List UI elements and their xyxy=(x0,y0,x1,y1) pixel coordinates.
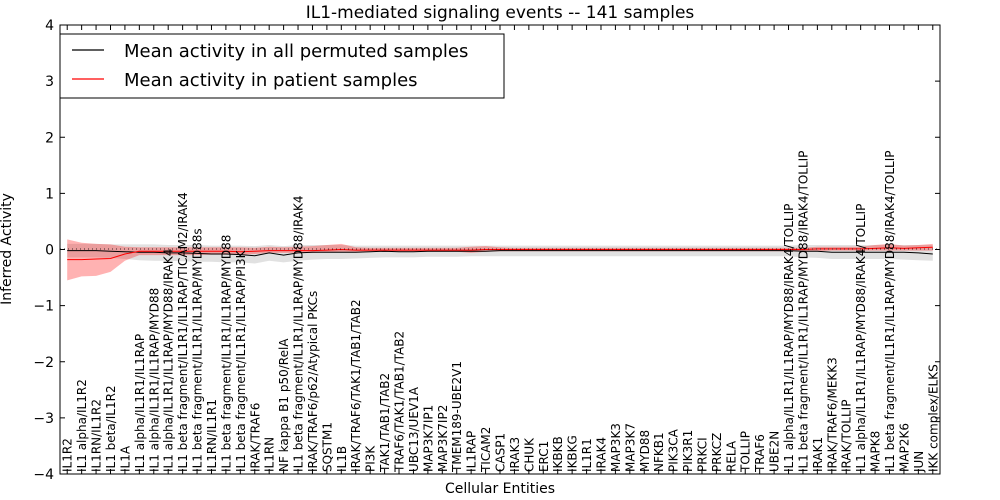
x-tick-label: IL1 alpha/IL1R2 xyxy=(75,379,89,472)
x-tick-label: TRAF6 xyxy=(753,434,767,473)
legend: Mean activity in all permuted samples Me… xyxy=(59,33,505,99)
y-tick-label: 1 xyxy=(45,186,54,202)
x-tick-label: JUN xyxy=(912,451,926,473)
x-tick-label: IRAK4 xyxy=(595,437,609,472)
x-tick-label: MAPK8 xyxy=(869,431,883,472)
x-tick-label: IRAK3 xyxy=(508,437,522,472)
chart-title: IL1-mediated signaling events -- 141 sam… xyxy=(306,3,695,23)
x-axis: IL1R2 IL1 alpha/IL1R2 IL1RN/IL1R2 IL1 beta/… xyxy=(61,25,940,474)
x-tick-label: TICAM2 xyxy=(479,427,493,473)
x-tick-label: IL1 beta fragment/IL1R1/IL1RAP/MYD88/IRA… xyxy=(292,195,306,472)
x-tick-label: IKBKG xyxy=(566,435,580,472)
x-tick-label: IRAK1 xyxy=(811,437,825,472)
y-tick-label: −4 xyxy=(33,467,54,483)
legend-frame xyxy=(59,33,505,99)
x-tick-label: NF kappa B1 p50/RelA xyxy=(277,338,291,472)
y-tick-label: 4 xyxy=(45,18,54,34)
series-line-permuted xyxy=(67,250,933,257)
x-tick-label: IL1RN xyxy=(263,437,277,472)
x-tick-label: IL1 alpha/IL1R1/IL1RAP/MYD88/IRAK4 xyxy=(162,249,176,472)
legend-label-patient: Mean activity in patient samples xyxy=(124,70,418,91)
x-tick-label: RELA xyxy=(724,440,738,472)
x-tick-label: NFKB1 xyxy=(652,432,666,472)
x-tick-label: MAP3K3 xyxy=(609,423,623,472)
x-tick-label: IL1 beta fragment/IL1R1/IL1RAP/PI3K xyxy=(234,249,248,472)
x-tick-label: MYD88 xyxy=(638,430,652,472)
x-tick-label: CASP1 xyxy=(494,433,508,472)
x-tick-label: SQSTM1 xyxy=(320,422,334,472)
x-tick-label: TRAF6/TAK1/TAB1/TAB2 xyxy=(393,331,407,473)
x-tick-label: TAK1/TAB1/TAB2 xyxy=(378,373,392,473)
x-tick-label: PIK3CA xyxy=(667,428,681,472)
y-axis: −4 −3 −2 −1 0 1 2 3 4 xyxy=(33,18,940,483)
y-tick-label: 0 xyxy=(45,243,54,259)
y-tick-label: −3 xyxy=(33,411,54,427)
x-tick-label: IRAK/TRAF6 xyxy=(248,403,262,472)
x-tick-label: UBE2N xyxy=(768,431,782,472)
x-tick-label: IL1 alpha/IL1R1/IL1RAP xyxy=(133,334,147,472)
y-tick-label: −2 xyxy=(33,355,54,371)
x-tick-label: PIK3R1 xyxy=(681,430,695,472)
x-tick-label: TMEM189-UBE2V1 xyxy=(450,361,464,473)
x-tick-label: PRKCI xyxy=(696,437,710,472)
x-tick-label: IL1 beta fragment/IL1R1/IL1RAP/TICAM2/IR… xyxy=(176,192,190,472)
y-tick-label: −1 xyxy=(33,299,54,315)
x-tick-label: IL1RN/IL1R2 xyxy=(90,399,104,472)
x-tick-label: IL1RN/IL1R1 xyxy=(205,399,219,472)
x-tick-label: IL1 alpha/IL1R1/IL1RAP/MYD88 xyxy=(147,288,161,472)
y-tick-label: 3 xyxy=(45,74,54,90)
y-tick-label: 2 xyxy=(45,130,54,146)
x-tick-label: IL1 alpha/IL1R1/IL1RAP/MYD88/IRAK4/TOLLI… xyxy=(854,204,868,472)
series-line-patient xyxy=(67,246,933,261)
x-tick-label: PRKCZ xyxy=(710,433,724,472)
x-tick-label: IKK complex/ELKS xyxy=(926,364,940,472)
x-tick-label: IL1RAP xyxy=(465,431,479,472)
x-tick-label: MAP3K7IP1 xyxy=(421,405,435,472)
x-tick-label: IL1R1 xyxy=(580,438,594,472)
x-tick-label: IKBKB xyxy=(551,436,565,472)
x-tick-label: IRAK/TRAF6/MEKK3 xyxy=(825,357,839,472)
x-tick-label: IL1 beta fragment/IL1R1/IL1RAP/MYD88 xyxy=(219,235,233,472)
x-tick-label: MAP3K7IP2 xyxy=(436,405,450,472)
x-tick-label: CHUK xyxy=(522,437,536,472)
x-tick-label: ERC1 xyxy=(537,441,551,472)
x-tick-label: IL1 alpha/IL1R1/IL1RAP/MYD88/IRAK4/TOLLI… xyxy=(782,204,796,472)
legend-label-permuted: Mean activity in all permuted samples xyxy=(124,41,468,62)
x-axis-label: Cellular Entities xyxy=(445,481,555,497)
x-tick-label: IL1 beta/IL1R2 xyxy=(104,385,118,472)
x-tick-label: IL1R2 xyxy=(61,438,75,472)
x-tick-label: UBC13/UEV1A xyxy=(407,386,421,472)
y-axis-label: Inferred Activity xyxy=(0,193,15,305)
x-tick-label: MAP3K7 xyxy=(623,423,637,472)
x-tick-label: PI3K xyxy=(364,445,378,472)
x-tick-label: IRAK/TRAF6/TAK1/TAB1/TAB2 xyxy=(349,299,363,472)
x-tick-label: TOLLIP xyxy=(739,431,753,473)
x-tick-label: IL1A xyxy=(118,445,132,472)
x-tick-label: IL1 beta fragment/IL1R1/IL1RAP/MYD88/IRA… xyxy=(883,151,897,472)
lines-layer xyxy=(67,246,933,261)
x-tick-label: IRAK/TRAF6/p62/Atypical PKCs xyxy=(306,291,320,472)
x-tick-label: MAP2K6 xyxy=(897,423,911,472)
x-tick-label: IL1 beta fragment/IL1R1/IL1RAP/MYD88/IRA… xyxy=(797,151,811,472)
x-tick-label: IL1 beta fragment/IL1R1/IL1RAP/MYD88s xyxy=(191,228,205,472)
x-tick-label: IRAK/TOLLIP xyxy=(840,400,854,472)
x-tick-label: IL1B xyxy=(335,446,349,472)
